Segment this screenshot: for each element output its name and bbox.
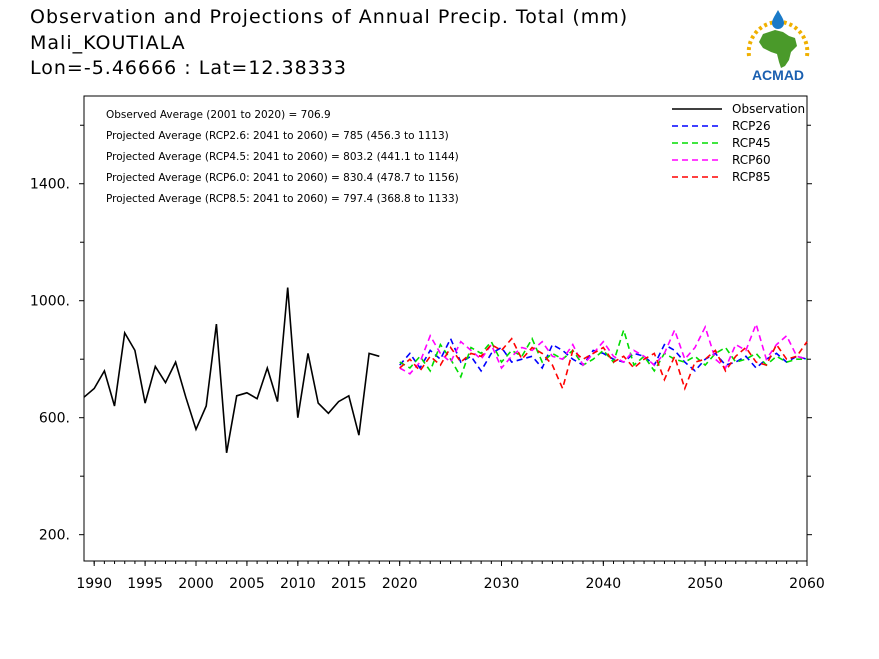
x-tick-label: 2005 bbox=[229, 576, 265, 592]
legend-label: RCP85 bbox=[732, 170, 771, 184]
x-axis: 1990 1995 2000 2005 2010 2015 2020 2030 2040 2050… bbox=[76, 561, 825, 592]
x-tick-label: 2060 bbox=[789, 576, 825, 592]
stat-line: Projected Average (RCP8.5: 2041 to 2060)… bbox=[106, 193, 459, 205]
stats-box: Observed Average (2001 to 2020) = 706.9 P… bbox=[106, 109, 459, 205]
chart-title: Observation and Projections of Annual Pr… bbox=[30, 6, 629, 28]
station-name: Mali_KOUTIALA bbox=[30, 32, 186, 54]
legend-label: RCP26 bbox=[732, 119, 771, 133]
x-tick-label: 1990 bbox=[76, 576, 112, 592]
stat-line: Projected Average (RCP2.6: 2041 to 2060)… bbox=[106, 130, 449, 142]
series-line-rcp85 bbox=[399, 337, 808, 391]
water-drop-icon bbox=[772, 10, 784, 29]
x-tick-label: 2000 bbox=[178, 576, 214, 592]
x-tick-label: 2030 bbox=[484, 576, 520, 592]
y-tick-label: 600. bbox=[39, 411, 70, 427]
x-tick-label: 2010 bbox=[280, 576, 316, 592]
x-tick-label: 1995 bbox=[127, 576, 163, 592]
series-line-observation bbox=[83, 287, 380, 453]
x-tick-label: 2050 bbox=[687, 576, 723, 592]
africa-map-icon bbox=[759, 30, 797, 68]
y-tick-label: 200. bbox=[39, 528, 70, 544]
stat-line: Projected Average (RCP4.5: 2041 to 2060)… bbox=[106, 151, 459, 163]
station-coordinates: Lon=-5.46666 : Lat=12.38333 bbox=[30, 57, 348, 79]
legend-label: Observation bbox=[732, 102, 805, 116]
legend-label: RCP45 bbox=[732, 136, 771, 150]
stat-line: Observed Average (2001 to 2020) = 706.9 bbox=[106, 109, 331, 121]
series-line-rcp45 bbox=[399, 327, 807, 379]
stat-line: Projected Average (RCP6.0: 2041 to 2060)… bbox=[106, 172, 459, 184]
legend-label: RCP60 bbox=[732, 153, 771, 167]
series-line-rcp60 bbox=[399, 321, 808, 375]
x-tick-label: 2020 bbox=[382, 576, 418, 592]
y-tick-label: 1400. bbox=[30, 177, 70, 193]
series-lines bbox=[83, 287, 808, 453]
x-tick-label: 2040 bbox=[586, 576, 622, 592]
legend: Observation RCP26 RCP45 RCP60 RCP85 bbox=[672, 102, 805, 184]
series-line-rcp26 bbox=[399, 336, 808, 373]
logo-text: ACMAD bbox=[752, 67, 804, 83]
plot-frame bbox=[83, 95, 808, 562]
x-tick-label: 2015 bbox=[331, 576, 367, 592]
acmad-logo: ACMAD bbox=[746, 10, 810, 83]
y-tick-label: 1000. bbox=[30, 294, 70, 310]
y-axis: 200. 600. 1000. 1400. bbox=[30, 124, 812, 544]
